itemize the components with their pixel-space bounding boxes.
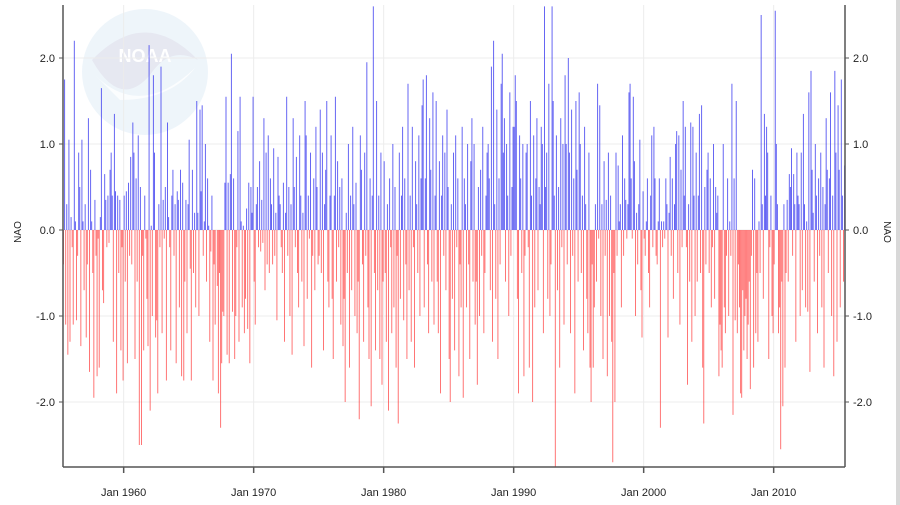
y-tick-label: 2.0 (40, 53, 55, 65)
window-edge (896, 0, 900, 505)
x-tick-label: Jan 1990 (491, 487, 536, 499)
y-tick-label-right: -2.0 (853, 397, 872, 409)
y-tick-label: -1.0 (36, 311, 55, 323)
y-tick-label: 0.0 (40, 225, 55, 237)
bars (63, 6, 846, 467)
x-tick-label: Jan 2010 (751, 487, 796, 499)
y-tick-label: 1.0 (40, 139, 55, 151)
y-tick-label-right: 1.0 (853, 139, 868, 151)
noaa-logo-watermark: NOAA (82, 9, 208, 135)
x-tick-label: Jan 1970 (231, 487, 276, 499)
y-axis-label-right: NAO (881, 221, 892, 243)
x-tick-label: Jan 1980 (361, 487, 406, 499)
x-tick-label: Jan 2000 (621, 487, 666, 499)
x-tick-label: Jan 1960 (101, 487, 146, 499)
y-ticks-right: 2.0 1.0 0.0 -1.0 -2.0 (845, 53, 872, 409)
y-ticks-left: 2.0 1.0 0.0 -1.0 -2.0 (36, 53, 63, 409)
y-axis-label-left: NAO (13, 221, 24, 243)
svg-text:NOAA: NOAA (119, 46, 172, 66)
y-tick-label-right: 0.0 (853, 225, 868, 237)
axes (62, 5, 846, 468)
x-ticks: Jan 1960 Jan 1970 Jan 1980 Jan 1990 Jan 2000… (101, 467, 796, 499)
y-tick-label: -2.0 (36, 397, 55, 409)
y-tick-label-right: 2.0 (853, 53, 868, 65)
y-tick-label-right: -1.0 (853, 311, 872, 323)
